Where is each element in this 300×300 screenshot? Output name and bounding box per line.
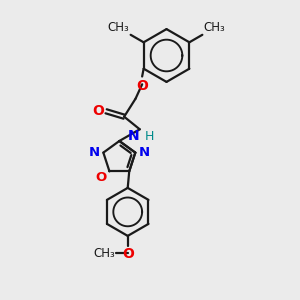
Text: O: O bbox=[92, 104, 104, 118]
Text: CH₃: CH₃ bbox=[107, 21, 129, 34]
Text: H: H bbox=[145, 130, 154, 143]
Text: N: N bbox=[128, 129, 139, 143]
Text: CH₃: CH₃ bbox=[93, 247, 115, 260]
Text: CH₃: CH₃ bbox=[204, 21, 226, 34]
Text: N: N bbox=[138, 146, 149, 158]
Text: N: N bbox=[89, 146, 100, 158]
Text: O: O bbox=[122, 247, 134, 261]
Text: O: O bbox=[95, 171, 106, 184]
Text: O: O bbox=[136, 79, 148, 93]
